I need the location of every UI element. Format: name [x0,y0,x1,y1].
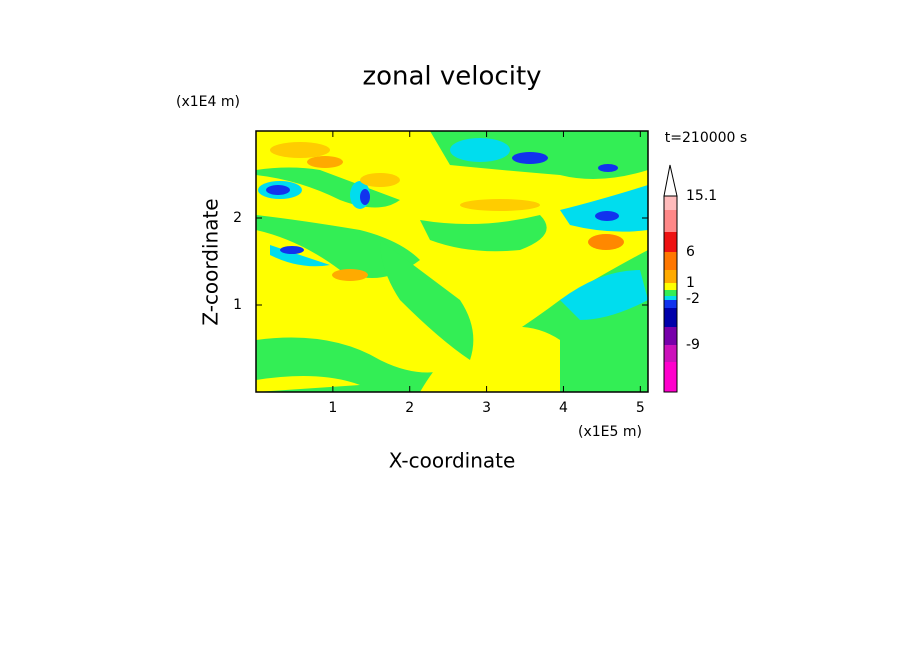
colorbar [663,164,678,393]
plot-frame [255,130,649,393]
x-tick-label: 4 [559,400,568,416]
chart-title: zonal velocity [362,62,541,92]
y-tick-label: 1 [233,297,242,313]
colorbar-label: 6 [686,244,695,260]
colorbar-label: 15.1 [686,188,717,204]
colorbar-label: -2 [686,291,700,307]
x-tick-label: 2 [405,400,414,416]
x-unit-label: (x1E5 m) [578,424,642,440]
y-axis-label: Z-coordinate [199,198,223,325]
contour-field [256,131,648,392]
y-tick-label: 2 [233,210,242,226]
y-unit-label: (x1E4 m) [176,94,240,110]
x-tick-label: 1 [328,400,337,416]
x-axis-label: X-coordinate [389,449,516,473]
x-tick-label: 5 [636,400,645,416]
x-tick-label: 3 [482,400,491,416]
colorbar-label: 1 [686,275,695,291]
time-label: t=210000 s [665,130,747,146]
colorbar-label: -9 [686,337,700,353]
